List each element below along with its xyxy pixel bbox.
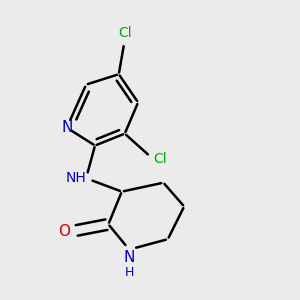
Text: H: H xyxy=(124,266,134,279)
Text: N: N xyxy=(124,250,135,265)
Text: Cl: Cl xyxy=(153,152,166,166)
Text: NH: NH xyxy=(65,171,86,185)
Text: N: N xyxy=(61,120,73,135)
Text: O: O xyxy=(58,224,70,239)
Text: Cl: Cl xyxy=(118,26,131,40)
